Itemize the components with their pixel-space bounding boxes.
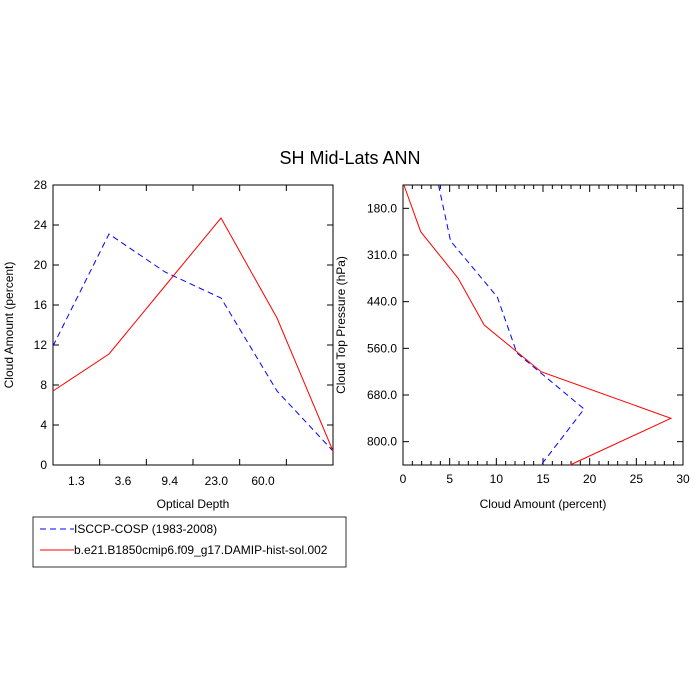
- chart-title: SH Mid-Lats ANN: [279, 148, 420, 168]
- left-y-tick-label: 20: [34, 258, 48, 272]
- legend: ISCCP-COSP (1983-2008) b.e21.B1850cmip6.…: [32, 516, 347, 568]
- right-y-tick-label: 440.0: [367, 295, 397, 309]
- left-y-axis-label: Cloud Amount (percent): [2, 262, 16, 389]
- left-y-tick-label: 24: [34, 218, 48, 232]
- left-x-tick-label: 3.6: [115, 474, 132, 488]
- right-x-tick-label: 5: [446, 472, 453, 486]
- right-y-tick-label: 680.0: [367, 388, 397, 402]
- right-x-tick-label: 0: [400, 472, 407, 486]
- right-plot-frame: [402, 184, 684, 466]
- right-x-axis: 0 5 10 15 20 25 30: [400, 185, 690, 486]
- right-y-axis-label: Cloud Top Pressure (hPa): [334, 256, 348, 394]
- left-series-obs-line: [52, 233, 334, 452]
- right-series-group: [403, 184, 673, 466]
- left-x-tick-label: 1.3: [68, 474, 85, 488]
- left-x-tick-label: 23.0: [205, 474, 229, 488]
- left-y-tick-label: 12: [34, 338, 48, 352]
- left-plot-frame: [52, 184, 334, 466]
- right-series-obs-line: [438, 184, 585, 466]
- legend-label-obs: ISCCP-COSP (1983-2008): [74, 522, 217, 536]
- right-y-tick-label: 800.0: [367, 435, 397, 449]
- right-y-tick-label: 180.0: [367, 201, 397, 215]
- right-x-tick-label: 25: [630, 472, 644, 486]
- right-y-tick-label: 560.0: [367, 341, 397, 355]
- right-panel: 180.0 310.0 440.0 560.0 680.0 800.0 0 5 10 15 20 2…: [334, 184, 690, 511]
- left-x-axis-label: Optical Depth: [157, 497, 230, 511]
- right-x-tick-label: 20: [583, 472, 597, 486]
- left-y-tick-label: 0: [40, 458, 47, 472]
- left-x-tick-label: 60.0: [251, 474, 275, 488]
- right-series-model-line: [403, 184, 673, 466]
- right-x-tick-label: 15: [536, 472, 550, 486]
- right-y-tick-label: 310.0: [367, 248, 397, 262]
- left-y-tick-label: 16: [34, 298, 48, 312]
- right-x-tick-label: 30: [676, 472, 690, 486]
- left-x-tick-label: 9.4: [161, 474, 178, 488]
- left-y-axis: 0 4 8 12 16 20 24 28: [34, 178, 333, 472]
- right-x-tick-label: 10: [490, 472, 504, 486]
- right-y-axis: 180.0 310.0 440.0 560.0 680.0 800.0: [367, 201, 683, 449]
- left-panel: 0 4 8 12 16 20 24 28 1.3 3.6 9.4 23.0 60.0 Optical …: [2, 178, 334, 511]
- left-series-group: [52, 217, 334, 452]
- right-x-axis-label: Cloud Amount (percent): [480, 497, 607, 511]
- legend-label-model: b.e21.B1850cmip6.f09_g17.DAMIP-hist-sol.…: [74, 543, 328, 557]
- left-y-tick-label: 8: [40, 378, 47, 392]
- legend-box: [32, 516, 347, 568]
- left-x-axis: 1.3 3.6 9.4 23.0 60.0: [68, 185, 287, 488]
- left-series-model-line: [52, 217, 334, 452]
- left-y-tick-label: 4: [40, 418, 47, 432]
- left-y-tick-label: 28: [34, 178, 48, 192]
